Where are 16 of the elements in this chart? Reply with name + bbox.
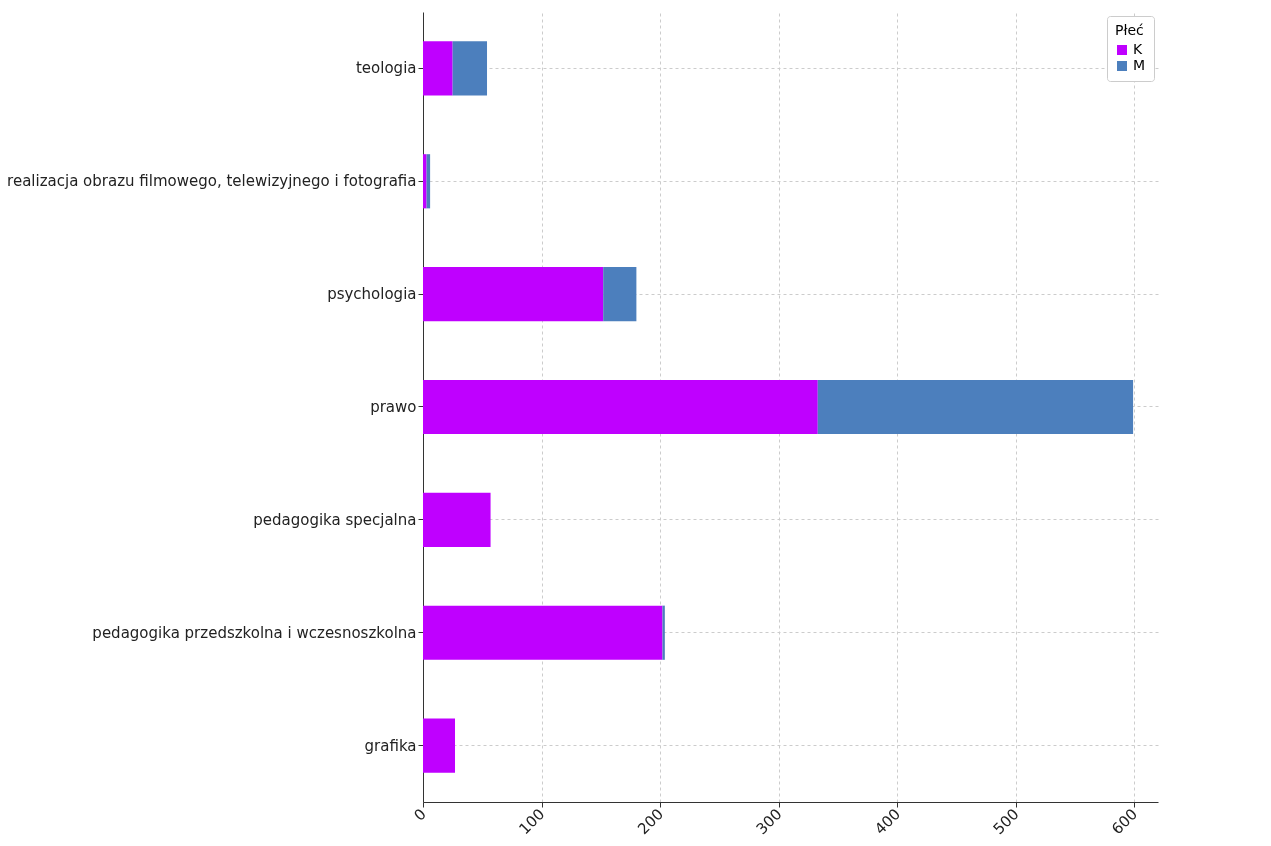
- x-tick-label: 0: [410, 805, 430, 825]
- y-tick-label: teologia: [355, 59, 417, 78]
- legend-title: Płeć: [1115, 22, 1144, 38]
- x-tick-label: 600: [1108, 805, 1142, 839]
- y-tick-label: psychologia: [327, 285, 417, 304]
- x-tick-label: 300: [752, 805, 786, 839]
- legend-label: K: [1133, 41, 1143, 57]
- y-tick-label: pedagogika specjalna: [253, 510, 417, 529]
- x-tick-label: 500: [989, 805, 1023, 839]
- x-tick-label: 400: [871, 805, 905, 839]
- y-tick-label: grafika: [364, 736, 417, 755]
- y-tick-label: pedagogika przedszkolna i wczesnoszkolna: [92, 623, 417, 642]
- y-tick-label: realizacja obrazu filmowego, telewizyjnego i fotografia: [7, 172, 417, 191]
- legend-label: M: [1133, 57, 1146, 73]
- x-tick-label: 100: [515, 805, 549, 839]
- y-tick-label: prawo: [370, 398, 417, 416]
